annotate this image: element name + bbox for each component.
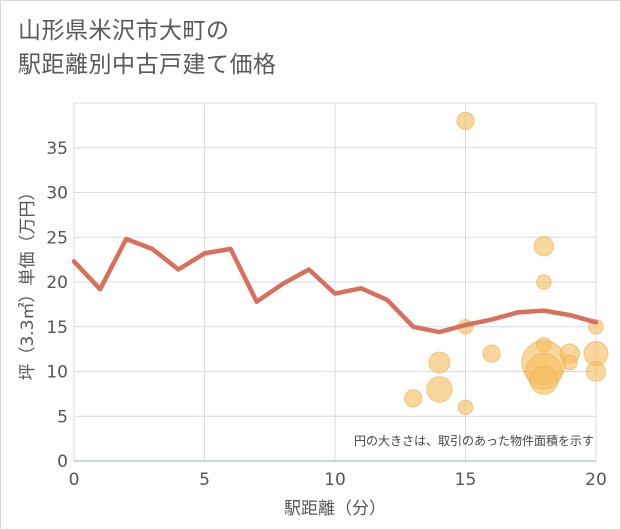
- line-series-average: [71, 236, 599, 335]
- x-axis-label: 駅距離（分）: [284, 499, 386, 519]
- y-tick-label: 30: [46, 184, 68, 204]
- y-tick-label: 5: [57, 407, 68, 427]
- y-tick-label: 15: [46, 318, 68, 338]
- x-tick-label: 10: [324, 470, 346, 490]
- bubble-point: [533, 235, 555, 257]
- x-tick-label: 20: [585, 470, 607, 490]
- bubble-point: [562, 354, 578, 371]
- bubble-point: [536, 274, 552, 290]
- bubble-point: [585, 361, 607, 382]
- x-tick-label: 0: [69, 470, 80, 490]
- x-tick-label: 5: [199, 470, 210, 490]
- bubble-point: [428, 351, 451, 374]
- bubble-point: [529, 366, 559, 395]
- bubble-point: [456, 111, 475, 131]
- bubble-point: [426, 376, 453, 403]
- chart-title-line1: 山形県米沢市大町の: [18, 18, 230, 44]
- bubble-point: [482, 344, 501, 363]
- y-tick-label: 25: [46, 228, 68, 248]
- bubble-point: [536, 336, 552, 353]
- bubble-point: [404, 389, 423, 408]
- size-annotation: 円の大きさは、取引のあった物件面積を示す: [354, 433, 594, 448]
- y-tick-label: 20: [46, 273, 68, 293]
- bubble-point: [457, 399, 474, 416]
- y-tick-label: 0: [57, 452, 68, 472]
- y-tick-label: 35: [46, 139, 68, 159]
- x-tick-label: 15: [455, 470, 477, 490]
- chart-title-line2: 駅距離別中古戸建て価格: [18, 52, 277, 78]
- chart-title: 山形県米沢市大町の 駅距離別中古戸建て価格: [18, 14, 277, 82]
- y-tick-label: 10: [46, 363, 68, 383]
- y-axis-label: 坪（3.3㎡）単価（万円）: [18, 183, 38, 380]
